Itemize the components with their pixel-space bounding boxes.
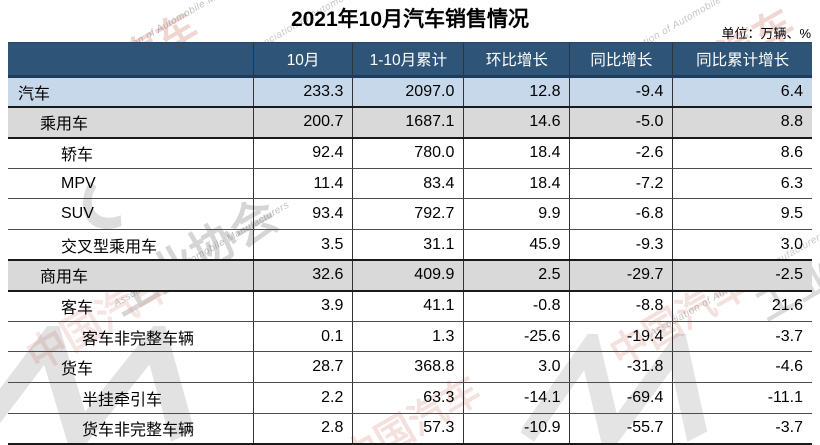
table-cell: 233.3 xyxy=(252,76,353,109)
table-cell: 2097.0 xyxy=(352,76,464,109)
table-cell: 8.6 xyxy=(672,137,812,169)
row-label: 交叉型乘用车 xyxy=(8,229,254,261)
table-row: 商用车 32.6 409.9 2.5 -29.7 -2.5 xyxy=(8,259,812,292)
row-label: 轿车 xyxy=(8,137,254,169)
table-cell: 2.5 xyxy=(463,259,570,292)
table-cell: 6.3 xyxy=(672,168,812,200)
table-cell: -29.7 xyxy=(569,259,673,292)
table-row: 客车非完整车辆 0.1 1.3 -25.6 -19.4 -3.7 xyxy=(8,321,812,353)
row-label: 汽车 xyxy=(8,76,254,109)
table-header-row: 10月 1-10月累计 环比增长 同比增长 同比累计增长 xyxy=(8,42,812,78)
row-label: 货车 xyxy=(8,351,254,383)
table-cell: 3.5 xyxy=(252,229,353,261)
table-cell: 12.8 xyxy=(463,76,570,109)
table-row: 交叉型乘用车 3.5 31.1 45.9 -9.3 3.0 xyxy=(8,229,812,261)
table-row: 乘用车 200.7 1687.1 14.6 -5.0 8.8 xyxy=(8,106,812,139)
table-cell: -25.6 xyxy=(463,321,570,353)
table-row: 货车 28.7 368.8 3.0 -31.8 -4.6 xyxy=(8,351,812,383)
table-cell: 3.0 xyxy=(672,229,812,261)
table-cell: 31.1 xyxy=(352,229,464,261)
table-cell: -9.4 xyxy=(569,76,673,109)
header-cell: 10月 xyxy=(252,42,353,78)
table-cell: -7.2 xyxy=(569,168,673,200)
table-cell: 1.3 xyxy=(352,321,464,353)
row-label: SUV xyxy=(8,198,254,230)
table-cell: 11.4 xyxy=(252,168,353,200)
table-cell: 0.1 xyxy=(252,321,353,353)
table-cell: 83.4 xyxy=(352,168,464,200)
table-cell: -8.8 xyxy=(569,290,673,322)
sales-table: 10月 1-10月累计 环比增长 同比增长 同比累计增长 汽车 233.3 2097.0 12… xyxy=(8,42,812,445)
table-cell: -0.8 xyxy=(463,290,570,322)
table-cell: -10.9 xyxy=(463,413,570,445)
table-row: 汽车 233.3 2097.0 12.8 -9.4 6.4 xyxy=(8,76,812,109)
table-cell: 28.7 xyxy=(252,351,353,383)
table-cell: -2.6 xyxy=(569,137,673,169)
table-cell: -9.3 xyxy=(569,229,673,261)
row-label: 商用车 xyxy=(8,259,254,292)
table-cell: 32.6 xyxy=(252,259,353,292)
header-cell: 同比增长 xyxy=(569,42,673,78)
table-cell: -69.4 xyxy=(569,382,673,414)
table-cell: -19.4 xyxy=(569,321,673,353)
table-row: 客车 3.9 41.1 -0.8 -8.8 21.6 xyxy=(8,290,812,322)
header-cell: 1-10月累计 xyxy=(352,42,464,78)
row-label: 货车非完整车辆 xyxy=(8,413,254,445)
table-cell: -5.0 xyxy=(569,106,673,139)
table-cell: 409.9 xyxy=(352,259,464,292)
header-cell: 同比累计增长 xyxy=(672,42,812,78)
table-cell: -6.8 xyxy=(569,198,673,230)
table-row: 半挂牵引车 2.2 63.3 -14.1 -69.4 -11.1 xyxy=(8,382,812,414)
table-cell: 8.8 xyxy=(672,106,812,139)
header-cell: 环比增长 xyxy=(463,42,570,78)
table-cell: 3.9 xyxy=(252,290,353,322)
table-cell: -3.7 xyxy=(672,413,812,445)
table-body: 汽车 233.3 2097.0 12.8 -9.4 6.4 乘用车 200.7 1687.1 14… xyxy=(8,76,812,445)
table-row: SUV 93.4 792.7 9.9 -6.8 9.5 xyxy=(8,198,812,230)
page-title: 2021年10月汽车销售情况 xyxy=(290,8,530,31)
table-cell: 14.6 xyxy=(463,106,570,139)
table-cell: 3.0 xyxy=(463,351,570,383)
table-cell: -31.8 xyxy=(569,351,673,383)
table-cell: 780.0 xyxy=(352,137,464,169)
table-row: 货车非完整车辆 2.8 57.3 -10.9 -55.7 -3.7 xyxy=(8,413,812,445)
table-cell: 1687.1 xyxy=(352,106,464,139)
table-cell: -4.6 xyxy=(672,351,812,383)
table-cell: 92.4 xyxy=(252,137,353,169)
unit-label: 单位：万辆、% xyxy=(721,26,811,41)
row-label: 半挂牵引车 xyxy=(8,382,254,414)
table-cell: 9.9 xyxy=(463,198,570,230)
table-cell: 18.4 xyxy=(463,137,570,169)
table-cell: 2.2 xyxy=(252,382,353,414)
table-cell: -3.7 xyxy=(672,321,812,353)
row-label: 乘用车 xyxy=(8,106,254,139)
table-cell: 6.4 xyxy=(672,76,812,109)
table-row: 轿车 92.4 780.0 18.4 -2.6 8.6 xyxy=(8,137,812,169)
table-cell: 57.3 xyxy=(352,413,464,445)
row-label: MPV xyxy=(8,168,254,200)
table-cell: 93.4 xyxy=(252,198,353,230)
table-cell: -11.1 xyxy=(672,382,812,414)
header-cell-label xyxy=(8,42,254,78)
table-cell: 21.6 xyxy=(672,290,812,322)
table-cell: 45.9 xyxy=(463,229,570,261)
table-cell: 9.5 xyxy=(672,198,812,230)
table-cell: 792.7 xyxy=(352,198,464,230)
table-cell: 41.1 xyxy=(352,290,464,322)
table-cell: 200.7 xyxy=(252,106,353,139)
table-cell: -55.7 xyxy=(569,413,673,445)
row-label: 客车 xyxy=(8,290,254,322)
table-cell: -2.5 xyxy=(672,259,812,292)
table-cell: 63.3 xyxy=(352,382,464,414)
table-cell: 2.8 xyxy=(252,413,353,445)
table-cell: -14.1 xyxy=(463,382,570,414)
table-row: MPV 11.4 83.4 18.4 -7.2 6.3 xyxy=(8,168,812,200)
row-label: 客车非完整车辆 xyxy=(8,321,254,353)
table-cell: 18.4 xyxy=(463,168,570,200)
table-cell: 368.8 xyxy=(352,351,464,383)
